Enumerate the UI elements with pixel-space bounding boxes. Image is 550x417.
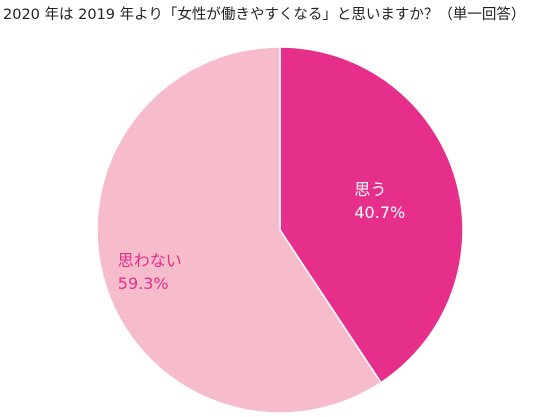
pie-labels: 思う 40.7% 思わない 59.3% (118, 180, 405, 293)
slice-value-label: 40.7% (354, 203, 405, 222)
slice-category-label: 思わない (118, 251, 182, 270)
pie-slice-2 (96, 46, 382, 414)
pie-slices (96, 46, 464, 414)
slice-category-label: 思う (354, 180, 386, 199)
chart-title: 2020 年は 2019 年より「女性が働きやすくなる」と思いますか？（単一回答… (3, 7, 526, 23)
slice-value-label: 59.3% (118, 274, 169, 293)
